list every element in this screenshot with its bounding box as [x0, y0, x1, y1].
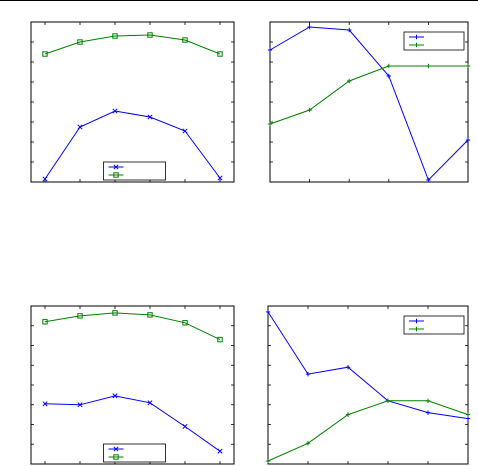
series-line-2	[44, 34, 221, 55]
data-point-s2-3	[345, 412, 351, 417]
figure-top-rule	[0, 0, 478, 1]
data-point-s2-6	[217, 51, 223, 57]
data-point-s1-1	[265, 309, 271, 315]
legend-marker-1	[414, 34, 419, 40]
data-point-s1-1	[42, 401, 48, 407]
data-point-s1-2	[307, 24, 312, 30]
data-point-s1-6	[465, 137, 471, 143]
series-line-1	[267, 311, 469, 420]
series-line-2	[44, 312, 221, 341]
data-point-s2-5	[182, 37, 188, 43]
data-point-s2-1	[265, 458, 271, 464]
data-point-s1-4	[147, 114, 153, 120]
legend	[403, 31, 465, 51]
legend-box	[403, 31, 465, 51]
series-line-1	[44, 395, 221, 452]
data-point-s1-2	[77, 402, 83, 408]
legend-marker-1	[113, 164, 119, 170]
legend-box	[403, 315, 465, 335]
data-point-s1-4	[147, 400, 153, 406]
data-point-s1-1	[42, 176, 48, 182]
legend	[103, 161, 166, 181]
legend-box	[103, 161, 166, 181]
chart-panel-top-right	[267, 21, 471, 183]
axes-frame	[30, 305, 235, 465]
data-point-s1-3	[347, 27, 352, 33]
data-point-s1-5	[182, 128, 188, 134]
legend-box	[103, 443, 166, 463]
legend-marker-1	[414, 318, 419, 324]
data-point-s2-3	[347, 78, 352, 84]
chart-panel-bottom-right	[265, 305, 471, 465]
data-point-s1-3	[345, 365, 351, 370]
chart-panel-bottom-left	[30, 305, 235, 465]
data-point-s2-5	[425, 398, 431, 403]
data-point-s1-3	[112, 393, 118, 399]
data-point-s1-1	[267, 47, 273, 53]
data-point-s2-2	[305, 441, 311, 446]
data-point-s2-3	[112, 310, 118, 316]
data-point-s2-5	[426, 63, 431, 69]
data-point-s1-6	[465, 416, 471, 421]
data-point-s1-2	[77, 124, 83, 130]
data-point-s2-1	[42, 51, 48, 57]
data-point-s2-4	[147, 312, 153, 318]
data-point-s2-6	[465, 63, 471, 69]
data-point-s1-5	[182, 423, 188, 430]
chart-panel-top-left	[30, 21, 235, 183]
data-point-s2-2	[77, 39, 83, 45]
data-point-s2-3	[112, 33, 118, 39]
data-point-s2-4	[385, 398, 391, 403]
data-point-s1-6	[217, 448, 223, 454]
data-point-s2-1	[42, 319, 48, 325]
data-point-s2-6	[217, 336, 223, 343]
series-line-1	[269, 26, 469, 181]
data-point-s1-6	[217, 175, 223, 181]
legend-marker-1	[113, 446, 119, 452]
data-point-s1-4	[386, 73, 391, 79]
legend-marker-2	[414, 42, 419, 48]
legend-marker-2	[113, 454, 119, 460]
data-point-s1-5	[425, 410, 431, 415]
data-point-s2-6	[465, 412, 471, 417]
data-point-s2-2	[307, 107, 312, 113]
data-point-s1-5	[426, 177, 431, 183]
legend-marker-2	[113, 172, 119, 178]
data-point-s2-5	[182, 320, 188, 326]
series-line-2	[267, 400, 469, 462]
data-point-s2-4	[147, 32, 153, 38]
data-point-s1-2	[305, 371, 311, 377]
legend-marker-2	[414, 326, 419, 332]
legend	[403, 315, 465, 335]
series-line-1	[44, 110, 221, 180]
legend	[103, 443, 166, 463]
data-point-s1-3	[112, 108, 118, 114]
data-point-s2-4	[386, 63, 391, 69]
data-point-s2-2	[77, 313, 83, 319]
data-point-s2-1	[267, 121, 273, 127]
series-line-2	[269, 65, 468, 125]
axes-frame	[30, 21, 235, 183]
